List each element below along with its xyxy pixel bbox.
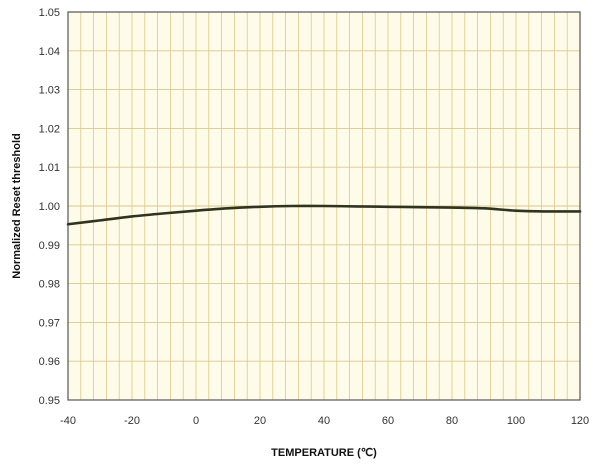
y-tick-label: 1.00 bbox=[39, 201, 60, 213]
x-tick-label: 100 bbox=[507, 415, 525, 427]
x-tick-label: -40 bbox=[60, 415, 76, 427]
series-line bbox=[66, 204, 582, 226]
x-tick-label: 80 bbox=[446, 415, 458, 427]
y-tick-label: 0.99 bbox=[39, 240, 60, 252]
series-lines bbox=[66, 204, 582, 226]
x-tick-label: 40 bbox=[318, 415, 330, 427]
y-tick-label: 1.01 bbox=[39, 162, 60, 174]
y-tick-labels: 0.95 0.96 0.97 0.98 0.99 1.00 1.01 1.02 1.03 1.04… bbox=[39, 7, 60, 407]
x-tick-label: 20 bbox=[254, 415, 266, 427]
x-tick-labels: -40 -20 0 20 40 60 80 100 120 bbox=[60, 415, 589, 427]
x-tick-label: 120 bbox=[571, 415, 589, 427]
x-tick-label: 0 bbox=[193, 415, 199, 427]
y-tick-label: 0.98 bbox=[39, 279, 60, 291]
y-tick-label: 1.02 bbox=[39, 123, 60, 135]
y-tick-label: 0.97 bbox=[39, 317, 60, 329]
x-axis-title: TEMPERATURE (℃) bbox=[271, 447, 377, 459]
y-tick-label: 1.05 bbox=[39, 7, 60, 19]
y-tick-label: 1.03 bbox=[39, 85, 60, 97]
y-tick-label: 1.04 bbox=[39, 46, 60, 58]
y-axis-title: Normalized Reset threshold bbox=[11, 133, 23, 278]
x-tick-label: 60 bbox=[382, 415, 394, 427]
y-tick-label: 0.95 bbox=[39, 395, 60, 407]
plot-frame bbox=[67, 11, 581, 401]
x-tick-label: -20 bbox=[124, 415, 140, 427]
y-tick-label: 0.96 bbox=[39, 356, 60, 368]
